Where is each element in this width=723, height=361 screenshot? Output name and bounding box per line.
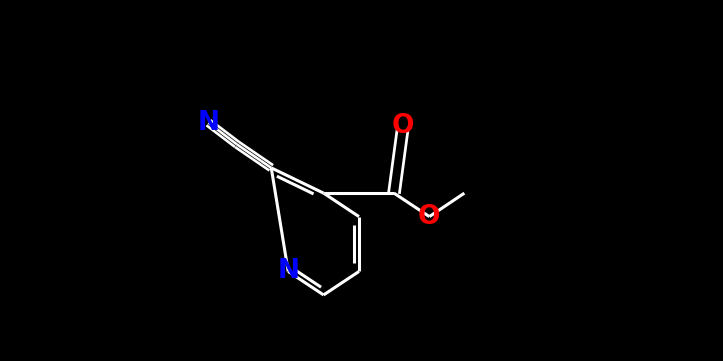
- Text: O: O: [392, 113, 414, 139]
- Text: N: N: [277, 258, 299, 284]
- Text: N: N: [197, 110, 220, 136]
- Text: O: O: [418, 204, 440, 230]
